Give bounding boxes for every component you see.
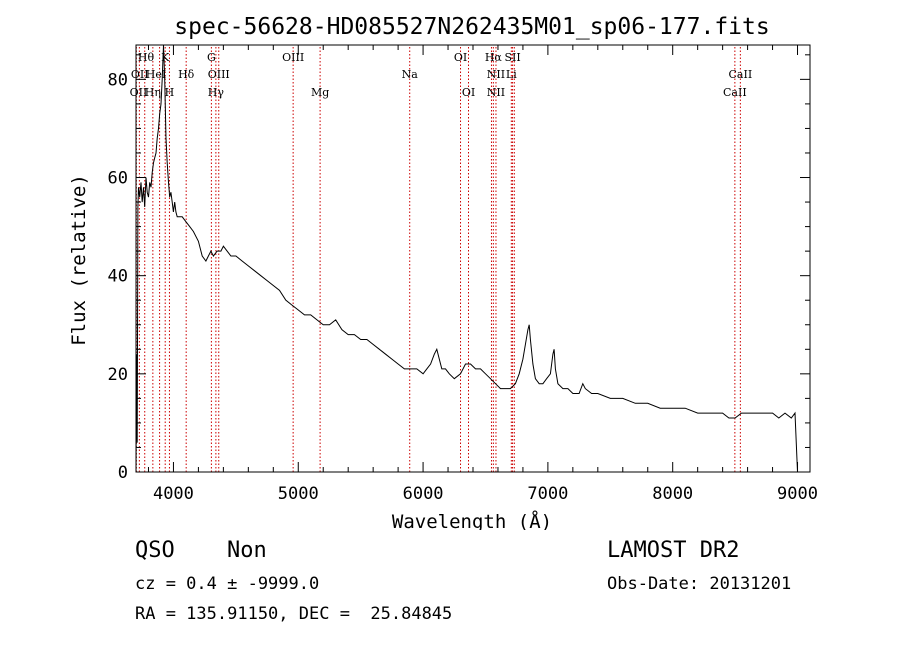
spectrum-series-line [135, 44, 798, 473]
chart-title: spec-56628-HD085527N262435M01_sp06-177.f… [174, 14, 769, 40]
y-tick-label-3: 60 [108, 169, 128, 189]
line-label-12: NII [487, 68, 505, 81]
x-tick-label-3: 7000 [527, 484, 568, 504]
plot-frame [135, 44, 811, 473]
x-tick-label-1: 5000 [278, 484, 319, 504]
x-tick-label-2: 6000 [403, 484, 444, 504]
line-label-14: CaII [729, 68, 753, 81]
line-label-5: Hα [485, 51, 503, 64]
obs-date: Obs-Date: 20131201 [607, 574, 792, 594]
line-markers [135, 47, 741, 472]
line-label-8: HeI [146, 68, 166, 81]
y-axis-label: Flux (relative) [68, 174, 90, 346]
x-tick-label-4: 8000 [652, 484, 693, 504]
line-label-18: Hγ [208, 86, 225, 99]
line-label-20: OI [462, 86, 475, 99]
line-label-2: G [207, 51, 216, 64]
line-label-3: OIII [282, 51, 304, 64]
line-label-21: NII [487, 86, 505, 99]
object-subclass: Non [227, 538, 267, 563]
line-label-11: Na [402, 68, 419, 81]
axis-ticks: 4000 5000 6000 7000 8000 9000 0 20 40 60 80 [108, 45, 818, 504]
line-label-7: OII [131, 68, 149, 81]
line-label-6: SII [504, 51, 520, 64]
line-label-19: Mg [311, 86, 329, 99]
line-label-1: K [161, 51, 170, 64]
y-tick-label-4: 80 [108, 70, 128, 90]
line-label-13: Li [506, 68, 517, 81]
line-label-9: Hδ [178, 68, 195, 81]
x-axis-label: Wavelength (Å) [392, 510, 552, 530]
x-tick-label-0: 4000 [153, 484, 194, 504]
line-label-22: CaII [723, 86, 747, 99]
coordinates: RA = 135.91150, DEC = 25.84845 [135, 604, 453, 624]
y-tick-label-1: 20 [108, 365, 128, 385]
line-label-15: OII [130, 86, 148, 99]
line-label-0: Hθ [138, 51, 155, 64]
survey-name: LAMOST DR2 [607, 538, 740, 563]
object-class: QSO [135, 538, 175, 563]
spectrum-chart: spec-56628-HD085527N262435M01_sp06-177.f… [68, 14, 818, 530]
y-tick-label-2: 40 [108, 267, 128, 287]
line-label-10: OIII [208, 68, 230, 81]
redshift-cz: cz = 0.4 ± -9999.0 [135, 574, 320, 594]
line-label-4: OI [454, 51, 467, 64]
y-tick-label-0: 0 [118, 463, 128, 483]
line-label-17: H [165, 86, 175, 99]
x-tick-label-5: 9000 [777, 484, 818, 504]
line-label-16: Hη [145, 86, 161, 99]
